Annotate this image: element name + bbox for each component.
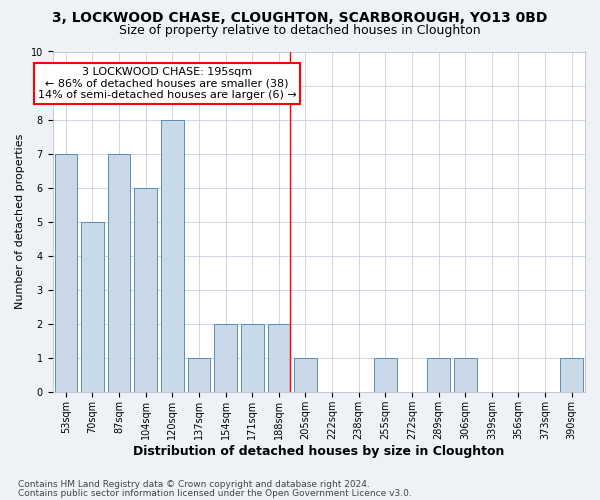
Bar [427, 358, 450, 392]
X-axis label: Distribution of detached houses by size in Cloughton: Distribution of detached houses by size … [133, 444, 505, 458]
Y-axis label: Number of detached properties: Number of detached properties [15, 134, 25, 310]
Bar [81, 222, 104, 392]
Text: Contains public sector information licensed under the Open Government Licence v3: Contains public sector information licen… [18, 488, 412, 498]
Bar [161, 120, 184, 392]
Text: 3, LOCKWOOD CHASE, CLOUGHTON, SCARBOROUGH, YO13 0BD: 3, LOCKWOOD CHASE, CLOUGHTON, SCARBOROUG… [52, 11, 548, 25]
Bar [454, 358, 476, 392]
Bar [108, 154, 130, 392]
Text: 3 LOCKWOOD CHASE: 195sqm
← 86% of detached houses are smaller (38)
14% of semi-d: 3 LOCKWOOD CHASE: 195sqm ← 86% of detach… [38, 67, 296, 100]
Text: Size of property relative to detached houses in Cloughton: Size of property relative to detached ho… [119, 24, 481, 37]
Bar [294, 358, 317, 392]
Bar [268, 324, 290, 392]
Bar [134, 188, 157, 392]
Bar [560, 358, 583, 392]
Bar [374, 358, 397, 392]
Bar [241, 324, 263, 392]
Text: Contains HM Land Registry data © Crown copyright and database right 2024.: Contains HM Land Registry data © Crown c… [18, 480, 370, 489]
Bar [214, 324, 237, 392]
Bar [188, 358, 210, 392]
Bar [55, 154, 77, 392]
